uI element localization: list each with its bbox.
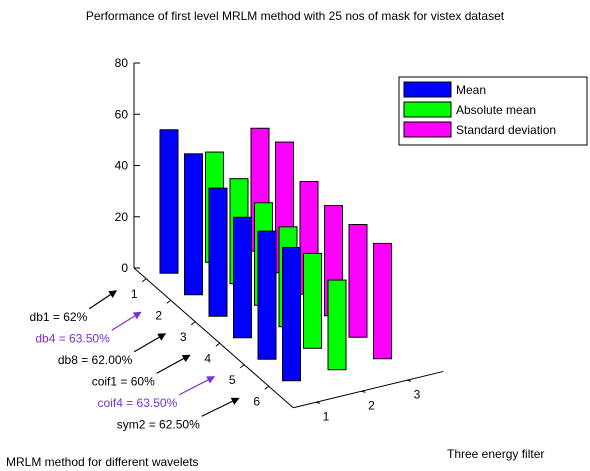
depth-tick-mark xyxy=(406,379,412,382)
depth-tick-label: 1 xyxy=(323,409,330,423)
category-tick-mark xyxy=(166,299,172,304)
chart-title: Performance of first level MRLM method w… xyxy=(86,9,505,23)
bar-mean xyxy=(184,153,203,296)
bar-absolute-mean xyxy=(303,252,322,349)
y-tick-label: 40 xyxy=(115,159,129,173)
annotation-arrow xyxy=(111,311,142,331)
bar-mean xyxy=(159,129,179,274)
annotation-label: coif1 = 60% xyxy=(92,374,155,388)
category-tick-mark xyxy=(239,364,245,369)
depth-tick-label: 3 xyxy=(414,387,421,401)
depth-axis-title: Three energy filter xyxy=(447,447,544,461)
category-tick-label: 5 xyxy=(229,373,236,387)
annotation-arrow xyxy=(201,397,240,417)
legend-label: Absolute mean xyxy=(456,103,536,117)
annotation-label: db1 = 62% xyxy=(30,310,88,324)
bar-mean xyxy=(257,230,277,360)
annotation-arrow xyxy=(156,354,191,374)
annotation-label: sym2 = 62.50% xyxy=(117,417,200,431)
bar-standard-deviation xyxy=(348,224,368,338)
legend-swatch xyxy=(403,101,452,118)
y-tick-label: 60 xyxy=(115,107,129,121)
category-tick-mark xyxy=(215,342,221,347)
category-axis-line xyxy=(133,267,294,409)
category-tick-mark xyxy=(264,385,270,390)
y-tick-label: 0 xyxy=(121,261,128,275)
y-tick-label: 80 xyxy=(115,56,129,70)
legend-label: Mean xyxy=(456,83,486,97)
legend-swatch xyxy=(403,81,452,98)
category-tick-mark xyxy=(190,321,196,326)
y-tick-label: 20 xyxy=(115,210,129,224)
depth-tick-mark xyxy=(361,390,366,393)
annotation-label: db8 = 62.00% xyxy=(58,353,133,367)
category-tick-label: 2 xyxy=(155,308,162,322)
bar-mean xyxy=(208,187,228,317)
category-tick-label: 4 xyxy=(204,351,211,365)
annotation-arrow xyxy=(178,376,216,396)
legend-swatch xyxy=(403,121,452,138)
depth-tick-label: 2 xyxy=(368,398,375,412)
bar-standard-deviation xyxy=(373,242,392,360)
x-axis-title: MRLM method for different wavelets xyxy=(6,455,199,469)
depth-tick-mark xyxy=(315,401,321,404)
annotations: db1 = 62% db4 = 63.50% db8 = 62.00% coif1 =… xyxy=(30,290,240,431)
category-tick-mark xyxy=(141,278,147,283)
bar-absolute-mean xyxy=(327,279,347,371)
annotation-arrow xyxy=(88,290,118,310)
bar-mean xyxy=(233,216,252,339)
category-tick-label: 3 xyxy=(180,330,187,344)
bars xyxy=(159,127,392,382)
legend-label: Standard deviation xyxy=(456,123,556,137)
category-tick-label: 1 xyxy=(131,287,138,301)
annotation-label: db4 = 63.50% xyxy=(35,331,110,345)
bar-mean xyxy=(282,247,301,382)
legend: Mean Absolute mean Standard deviation xyxy=(398,76,588,146)
annotation-label: coif4 = 63.50% xyxy=(98,396,178,410)
annotation-arrow xyxy=(133,333,167,353)
depth-axis-line xyxy=(293,370,444,409)
axes: 0 20 40 60 80 1 2 3 4 5 6 1 2 3 xyxy=(115,56,444,423)
category-tick-label: 6 xyxy=(253,394,260,408)
